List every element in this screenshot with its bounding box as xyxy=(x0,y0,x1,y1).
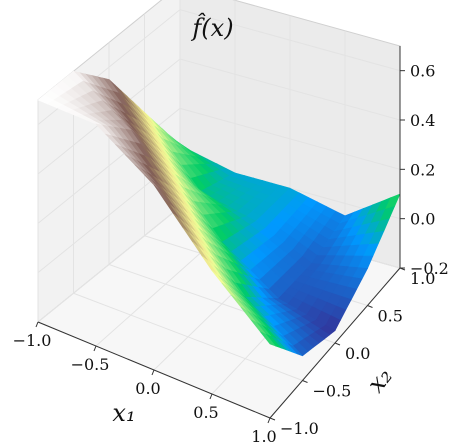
z-tick-label: 0.6 xyxy=(410,62,435,81)
surface-cell xyxy=(260,331,277,347)
z-tick-label: 0.4 xyxy=(410,111,435,130)
chart-title: f̂(x) xyxy=(190,13,233,42)
x-tick-mark xyxy=(209,393,213,400)
y-tick-label: 0.0 xyxy=(345,344,370,363)
x-tick-label: −0.5 xyxy=(71,355,110,374)
z-grid-line xyxy=(37,58,401,175)
z-tick-label: −0.2 xyxy=(410,259,449,278)
tick-labels: −1.0−0.50.00.51.0 −1.0−0.50.00.51.0−0.20.… xyxy=(13,62,449,446)
x-tick-label: 1.0 xyxy=(251,427,276,446)
x-tick-mark xyxy=(267,417,271,424)
x-tick-label: 0.5 xyxy=(193,403,218,422)
y-tick-mark xyxy=(367,305,373,308)
x-tick-label: 0.0 xyxy=(135,379,160,398)
z-grid-line xyxy=(37,107,401,224)
surface-mesh xyxy=(37,70,401,357)
z-tick-label: 0.2 xyxy=(410,160,435,179)
y-tick-mark xyxy=(302,380,308,383)
y-tick-label: 0.5 xyxy=(378,307,403,326)
y-tick-label: −1.0 xyxy=(280,419,319,438)
y-tick-label: 1.0 xyxy=(410,269,435,288)
x-axis-label: x₁ xyxy=(112,399,135,427)
x-tick-mark xyxy=(35,321,39,328)
x-tick-mark xyxy=(151,369,155,376)
z-tick-label: 0.0 xyxy=(410,210,435,229)
x-tick-label: −1.0 xyxy=(13,331,52,350)
y-tick-mark xyxy=(334,342,341,346)
y-axis-label: x₂ xyxy=(362,362,398,397)
x-tick-mark xyxy=(93,345,97,352)
y-tick-mark xyxy=(269,417,276,421)
y-tick-label: −0.5 xyxy=(313,382,352,401)
